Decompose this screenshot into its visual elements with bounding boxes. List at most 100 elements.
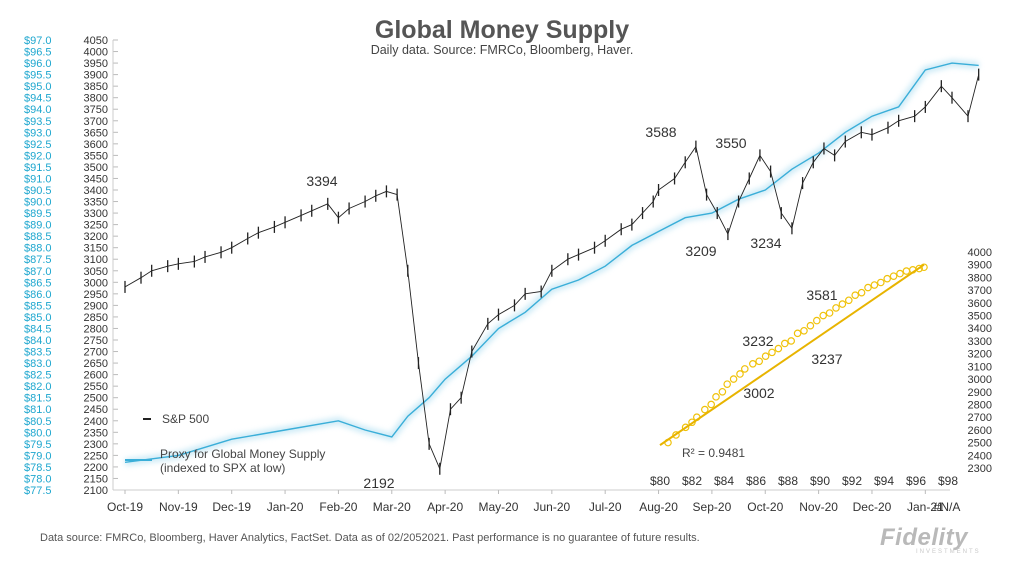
inset-y-tick-label: 2600 bbox=[968, 425, 992, 437]
y-tick-label: 2550 bbox=[84, 381, 108, 393]
legend: S&P 500 Proxy for Global Money Supply (i… bbox=[125, 412, 325, 475]
y-left-tick-label: $94.5 bbox=[24, 93, 52, 105]
y-left-tick-label: $90.5 bbox=[24, 185, 52, 197]
scatter-point bbox=[806, 321, 815, 330]
y-tick-label: 2950 bbox=[84, 289, 108, 301]
y-left-tick-label: $97.0 bbox=[24, 35, 52, 47]
y-tick-label: 2800 bbox=[84, 323, 108, 335]
inset-scatter: $80 $82 $84 $86 $88 $90 $92 $94 $96 $98 R² = 0.948… bbox=[650, 263, 958, 488]
y-left-tick-label: $89.5 bbox=[24, 208, 52, 220]
trend-line bbox=[659, 263, 925, 446]
x-tick-label: Jun-20 bbox=[533, 500, 570, 514]
scatter-point bbox=[844, 296, 853, 305]
y-left-tick-label: $81.0 bbox=[24, 404, 52, 416]
x-tick-label: Jan-21 bbox=[907, 500, 944, 514]
y-left-tick-label: $84.5 bbox=[24, 323, 52, 335]
proxy-glow bbox=[124, 59, 980, 466]
inset-x-tick-label: $92 bbox=[842, 474, 862, 488]
sp500-series bbox=[124, 68, 980, 475]
x-tick-label: Apr-20 bbox=[427, 500, 463, 514]
peak-annotation: 3209 bbox=[685, 243, 716, 259]
y-left-tick-label: $85.0 bbox=[24, 312, 52, 324]
y-tick-label: 3600 bbox=[84, 139, 108, 151]
y-tick-label: 2450 bbox=[84, 404, 108, 416]
y-tick-label: 2650 bbox=[84, 358, 108, 370]
y-left-tick-label: $85.5 bbox=[24, 300, 52, 312]
y-left-tick-label: $86.5 bbox=[24, 277, 52, 289]
scatter-point bbox=[915, 264, 924, 273]
y-tick-label: 2250 bbox=[84, 450, 108, 462]
scatter-point bbox=[870, 281, 879, 289]
scatter-point bbox=[761, 352, 770, 360]
scatter-point bbox=[712, 393, 720, 401]
y-left-tick-label: $77.5 bbox=[24, 485, 52, 497]
inset-y-tick-label: 3300 bbox=[968, 336, 992, 348]
y-tick-label: 3200 bbox=[84, 231, 108, 243]
y-left-tick-label: $80.5 bbox=[24, 416, 52, 428]
chart-canvas: Global Money Supply Daily data. Source: … bbox=[24, 16, 992, 514]
y-left-tick-label: $78.5 bbox=[24, 462, 52, 474]
inset-y-tick-label: 3400 bbox=[968, 323, 992, 335]
y-tick-label: 3100 bbox=[84, 254, 108, 266]
proxy-series bbox=[124, 59, 980, 466]
chart-title: Global Money Supply bbox=[375, 16, 629, 44]
scatter-point bbox=[838, 300, 847, 308]
y-tick-label: 2100 bbox=[84, 485, 108, 497]
peak-annotation: 3234 bbox=[750, 235, 781, 251]
y-left-tick-label: $82.0 bbox=[24, 381, 52, 393]
scatter-point bbox=[740, 365, 749, 373]
scatter-point bbox=[883, 274, 892, 283]
footer-disclaimer: Data source: FMRCo, Bloomberg, Haver Ana… bbox=[40, 532, 700, 544]
scatter-point bbox=[707, 400, 716, 409]
y-left-tick-label: $95.5 bbox=[24, 70, 52, 82]
right-y-axis: 4000390038003700360035003400330032003100… bbox=[968, 247, 992, 475]
r-squared-label: R² = 0.9481 bbox=[682, 446, 745, 460]
scatter-point bbox=[723, 380, 732, 388]
scatter-point bbox=[774, 344, 783, 353]
inset-annotation: 3002 bbox=[743, 385, 774, 401]
y-tick-label: 3400 bbox=[84, 185, 108, 197]
y-left-tick-label: $89.0 bbox=[24, 220, 52, 232]
x-tick-label: Dec-19 bbox=[212, 500, 251, 514]
scatter-point bbox=[736, 370, 744, 378]
y-tick-label: 3350 bbox=[84, 197, 108, 209]
inset-y-tick-label: 2400 bbox=[968, 450, 992, 462]
x-tick-label: May-20 bbox=[478, 500, 518, 514]
y-left-tick-label: $94.0 bbox=[24, 104, 52, 116]
y-left-tick-label: $87.5 bbox=[24, 254, 52, 266]
y-left-tick-label: $93.5 bbox=[24, 116, 52, 128]
sp500-line bbox=[124, 74, 980, 471]
inset-x-tick-label: $90 bbox=[810, 474, 830, 488]
y-tick-label: 2750 bbox=[84, 335, 108, 347]
y-left-tick-label: $80.0 bbox=[24, 427, 52, 439]
inset-annotation: 3237 bbox=[811, 351, 842, 367]
y-tick-label: 3850 bbox=[84, 81, 108, 93]
scatter-point bbox=[864, 283, 872, 292]
inset-y-tick-label: 3200 bbox=[968, 349, 992, 361]
y-tick-label: 3300 bbox=[84, 208, 108, 220]
y-left-tick-label: $79.0 bbox=[24, 450, 52, 462]
scatter-point bbox=[718, 387, 727, 396]
scatter-point bbox=[729, 375, 738, 383]
x-tick-label: Dec-20 bbox=[853, 500, 892, 514]
y-tick-label: 3000 bbox=[84, 277, 108, 289]
inset-annotation: 3581 bbox=[806, 287, 837, 303]
inset-y-tick-label: 2800 bbox=[968, 399, 992, 411]
fidelity-logo: Fidelity bbox=[880, 524, 969, 551]
inset-y-tick-label: 3100 bbox=[968, 361, 992, 373]
scatter-point bbox=[700, 405, 709, 414]
y-left-tick-label: $79.5 bbox=[24, 439, 52, 451]
y-left-tick-label: $87.0 bbox=[24, 266, 52, 278]
y-tick-label: 2500 bbox=[84, 393, 108, 405]
y-tick-label: 3500 bbox=[84, 162, 108, 174]
y-left-tick-label: $96.5 bbox=[24, 47, 52, 59]
inset-y-tick-label: 3800 bbox=[968, 272, 992, 284]
x-tick-label: Mar-20 bbox=[373, 500, 411, 514]
y-left-tick-label: $91.0 bbox=[24, 173, 52, 185]
y-left-tick-label: $88.5 bbox=[24, 231, 52, 243]
scatter-point bbox=[889, 272, 898, 280]
scatter-point bbox=[748, 360, 757, 368]
scatter-point bbox=[755, 357, 764, 366]
inset-y-tick-label: 4000 bbox=[968, 247, 992, 259]
scatter-point bbox=[793, 329, 802, 338]
